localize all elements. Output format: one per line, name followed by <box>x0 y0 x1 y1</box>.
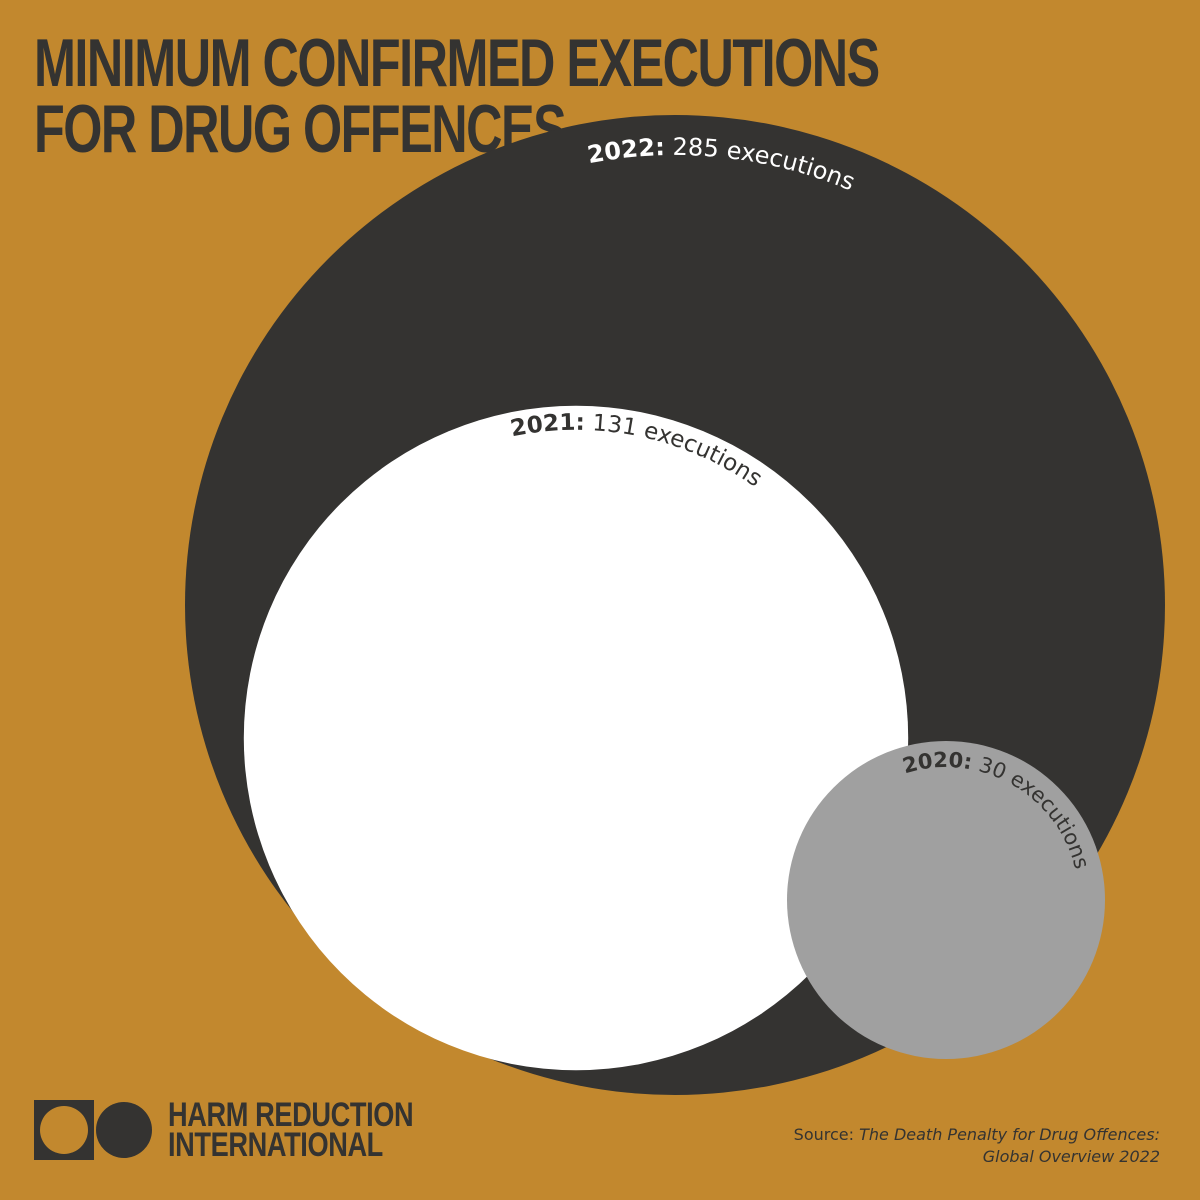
bubble-1 <box>243 405 909 1071</box>
source-title-2: Global Overview 2022 <box>982 1147 1160 1166</box>
logo-circles-icon <box>34 1100 152 1160</box>
bubble-2 <box>787 741 1105 1059</box>
title-line-2: FOR DRUG OFFENCES <box>34 91 567 167</box>
source-title-1: The Death Penalty for Drug Offences: <box>859 1125 1160 1144</box>
page-title: MINIMUM CONFIRMED EXECUTIONS FOR DRUG OF… <box>34 25 880 167</box>
hri-logo: HARM REDUCTION INTERNATIONAL <box>34 1096 475 1164</box>
logo-wordmark: HARM REDUCTION INTERNATIONAL <box>168 1096 414 1164</box>
title-line-1: MINIMUM CONFIRMED EXECUTIONS <box>34 25 880 101</box>
logo-line-1: HARM REDUCTION <box>168 1096 414 1134</box>
source-note: Source: The Death Penalty for Drug Offen… <box>794 1124 1160 1168</box>
logo-line-2: INTERNATIONAL <box>168 1126 383 1164</box>
source-prefix: Source: <box>793 1125 860 1144</box>
